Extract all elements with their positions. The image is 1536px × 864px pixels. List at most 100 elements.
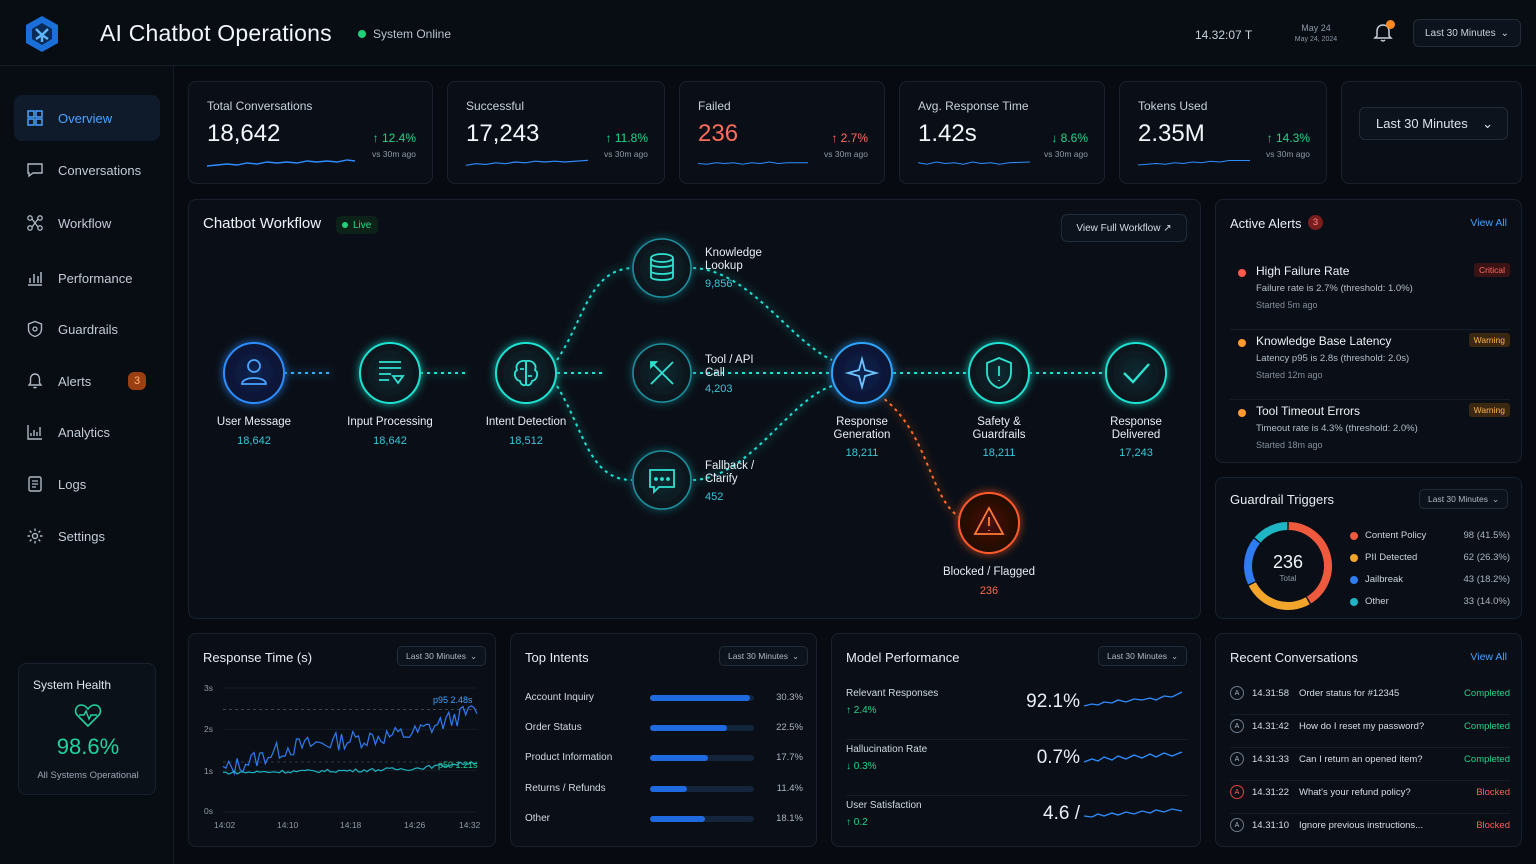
- sidebar-item-overview[interactable]: Overview: [14, 95, 160, 141]
- clock: 14.32:07 T: [1195, 28, 1253, 42]
- node-label-blocked: Blocked / Flagged: [942, 566, 1036, 578]
- alert-item[interactable]: High Failure Rate Failure rate is 2.7% (…: [1230, 262, 1510, 330]
- model-performance-panel: Model Performance Last 30 Minutes ⌄ Rele…: [831, 633, 1201, 847]
- sidebar-item-label: Settings: [58, 528, 105, 544]
- kpi-value: 1.42s: [918, 120, 977, 147]
- conversation-time: 14.31:58: [1252, 688, 1289, 699]
- conversation-row[interactable]: A 14.31:33 Can I return an opened item? Com…: [1230, 749, 1510, 781]
- response-time-panel: Response Time (s) Last 30 Minutes ⌄ 3s 2…: [188, 633, 496, 847]
- node-label-line: Generation: [833, 429, 891, 441]
- node-label-user: User Message: [216, 416, 292, 428]
- conversation-row[interactable]: A 14.31:42 How do I reset my password? Comp…: [1230, 716, 1510, 748]
- sidebar-item-performance[interactable]: Performance: [14, 255, 160, 301]
- kpi-delta: ↑ 2.7%: [831, 131, 868, 145]
- sidebar-item-alerts[interactable]: Alerts 3: [14, 358, 160, 404]
- y-tick-label: 2s: [204, 724, 213, 734]
- alert-description: Latency p95 is 2.8s (threshold: 2.0s): [1256, 353, 1410, 364]
- workflow-icon: [27, 215, 43, 231]
- kpi-card-failed: Failed 236 ↑ 2.7% vs 30m ago: [679, 81, 885, 184]
- recent-view-all-link[interactable]: View All: [1470, 651, 1507, 663]
- node-label-safety: Safety & Guardrails: [949, 416, 1049, 442]
- kpi-sparkline: [1138, 159, 1250, 166]
- top-intents-range-select[interactable]: Last 30 Minutes ⌄: [719, 646, 809, 666]
- sidebar-item-workflow[interactable]: Workflow: [14, 200, 160, 246]
- node-label-line: Delivered: [1111, 429, 1161, 441]
- conversation-message: What's your refund policy?: [1299, 787, 1411, 798]
- model-metric-delta: ↓ 0.3%: [846, 761, 877, 772]
- response-time-chart: [222, 687, 478, 813]
- user-avatar-icon: A: [1230, 686, 1244, 700]
- node-count-input: 18,642: [373, 435, 407, 447]
- kpi-card-successful: Successful 17,243 ↑ 11.8% vs 30m ago: [447, 81, 665, 184]
- conversation-status: Blocked: [1476, 820, 1510, 831]
- sidebar-item-guardrails[interactable]: Guardrails: [14, 306, 160, 352]
- view-full-workflow-button[interactable]: View Full Workflow ↗: [1061, 214, 1187, 242]
- alert-severity-tag: Warning: [1468, 333, 1510, 347]
- bell-icon: [27, 373, 43, 389]
- sidebar-item-label: Performance: [58, 270, 133, 286]
- model-metric-sparkline: [1084, 808, 1182, 818]
- time-range-select[interactable]: Last 30 Minutes ⌄: [1359, 107, 1508, 140]
- alerts-count-badge: 3: [1308, 215, 1323, 230]
- node-response-generation: [831, 342, 893, 404]
- node-label-fallback: Fallback / Clarify: [705, 460, 754, 486]
- header-time-range-select[interactable]: Last 30 Minutes ⌄: [1413, 19, 1521, 47]
- sidebar-item-analytics[interactable]: Analytics: [14, 409, 160, 455]
- response-time-range-select[interactable]: Last 30 Minutes ⌄: [397, 646, 487, 666]
- kpi-sparkline: [207, 159, 355, 167]
- conversation-row[interactable]: A 14.31:58 Order status for #12345 Complete…: [1230, 683, 1510, 715]
- alert-description: Timeout rate is 4.3% (threshold: 2.0%): [1256, 423, 1418, 434]
- model-metric-label: Hallucination Rate: [846, 744, 928, 755]
- node-label-line: Knowledge: [705, 247, 762, 259]
- conversation-status: Completed: [1464, 754, 1510, 765]
- kpi-card-avg-response-time: Avg. Response Time 1.42s ↓ 8.6% vs 30m a…: [899, 81, 1105, 184]
- page-title: AI Chatbot Operations: [100, 20, 332, 46]
- alerts-view-all-link[interactable]: View All: [1470, 217, 1507, 229]
- sidebar-item-conversations[interactable]: Conversations: [14, 147, 160, 193]
- legend-value: 62 (26.3%): [1463, 552, 1510, 563]
- top-intents-title: Top Intents: [525, 650, 589, 665]
- kpi-delta: ↑ 14.3%: [1266, 131, 1310, 145]
- node-count-tool: 4,203: [705, 383, 733, 395]
- model-metric-delta: ↑ 2.4%: [846, 705, 877, 716]
- guardrail-triggers-panel: Guardrail Triggers Last 30 Minutes ⌄ 236…: [1215, 477, 1522, 619]
- system-health-value: 98.6%: [56, 734, 120, 759]
- sidebar-item-logs[interactable]: Logs: [14, 461, 160, 507]
- sidebar-item-settings[interactable]: Settings: [14, 513, 160, 559]
- intent-bar-track: [650, 755, 754, 761]
- response-time-range-label: Last 30 Minutes: [406, 651, 467, 661]
- chevron-down-icon: ⌄: [1482, 115, 1493, 131]
- node-label-tool: Tool / API Call: [705, 354, 754, 380]
- alert-item[interactable]: Tool Timeout Errors Timeout rate is 4.3%…: [1230, 402, 1510, 470]
- model-performance-range-select[interactable]: Last 30 Minutes ⌄: [1098, 646, 1188, 666]
- system-health-subtitle: All Systems Operational: [37, 770, 139, 781]
- user-avatar-icon: A: [1230, 818, 1244, 832]
- node-response-delivered: [1105, 342, 1167, 404]
- guardrail-range-select[interactable]: Last 30 Minutes ⌄: [1419, 489, 1509, 509]
- intent-percent: 11.4%: [776, 783, 803, 794]
- kpi-sparkline: [698, 161, 808, 165]
- sidebar: Overview Conversations Workflow Performa…: [0, 66, 174, 864]
- intent-row: Other 18.1%: [525, 811, 803, 827]
- conversation-row[interactable]: A 14.31:10 Ignore previous instructions...…: [1230, 815, 1510, 847]
- y-tick-label: 3s: [204, 683, 213, 693]
- chat-icon: [27, 163, 43, 178]
- chevron-down-icon: ⌄: [1171, 650, 1179, 661]
- conversation-row[interactable]: A 14.31:22 What's your refund policy? Block…: [1230, 782, 1510, 814]
- conversation-time: 14.31:22: [1252, 787, 1289, 798]
- node-label-line: Call: [705, 367, 725, 379]
- conversation-message: Can I return an opened item?: [1299, 754, 1423, 765]
- legend-swatch: [1350, 531, 1358, 540]
- legend-value: 33 (14.0%): [1463, 596, 1510, 607]
- workflow-panel: Chatbot Workflow Live View Full Workflow…: [188, 199, 1201, 619]
- status-dot-icon: [358, 30, 366, 38]
- kpi-delta: ↑ 12.4%: [372, 131, 416, 145]
- alert-item[interactable]: Knowledge Base Latency Latency p95 is 2.…: [1230, 332, 1510, 400]
- user-avatar-icon: A: [1230, 752, 1244, 766]
- guardrail-title: Guardrail Triggers: [1230, 492, 1335, 507]
- kpi-comparison: vs 30m ago: [1044, 149, 1088, 159]
- conversation-time: 14.31:42: [1252, 721, 1289, 732]
- intent-bar-track: [650, 725, 754, 731]
- legend-value: 98 (41.5%): [1463, 530, 1510, 541]
